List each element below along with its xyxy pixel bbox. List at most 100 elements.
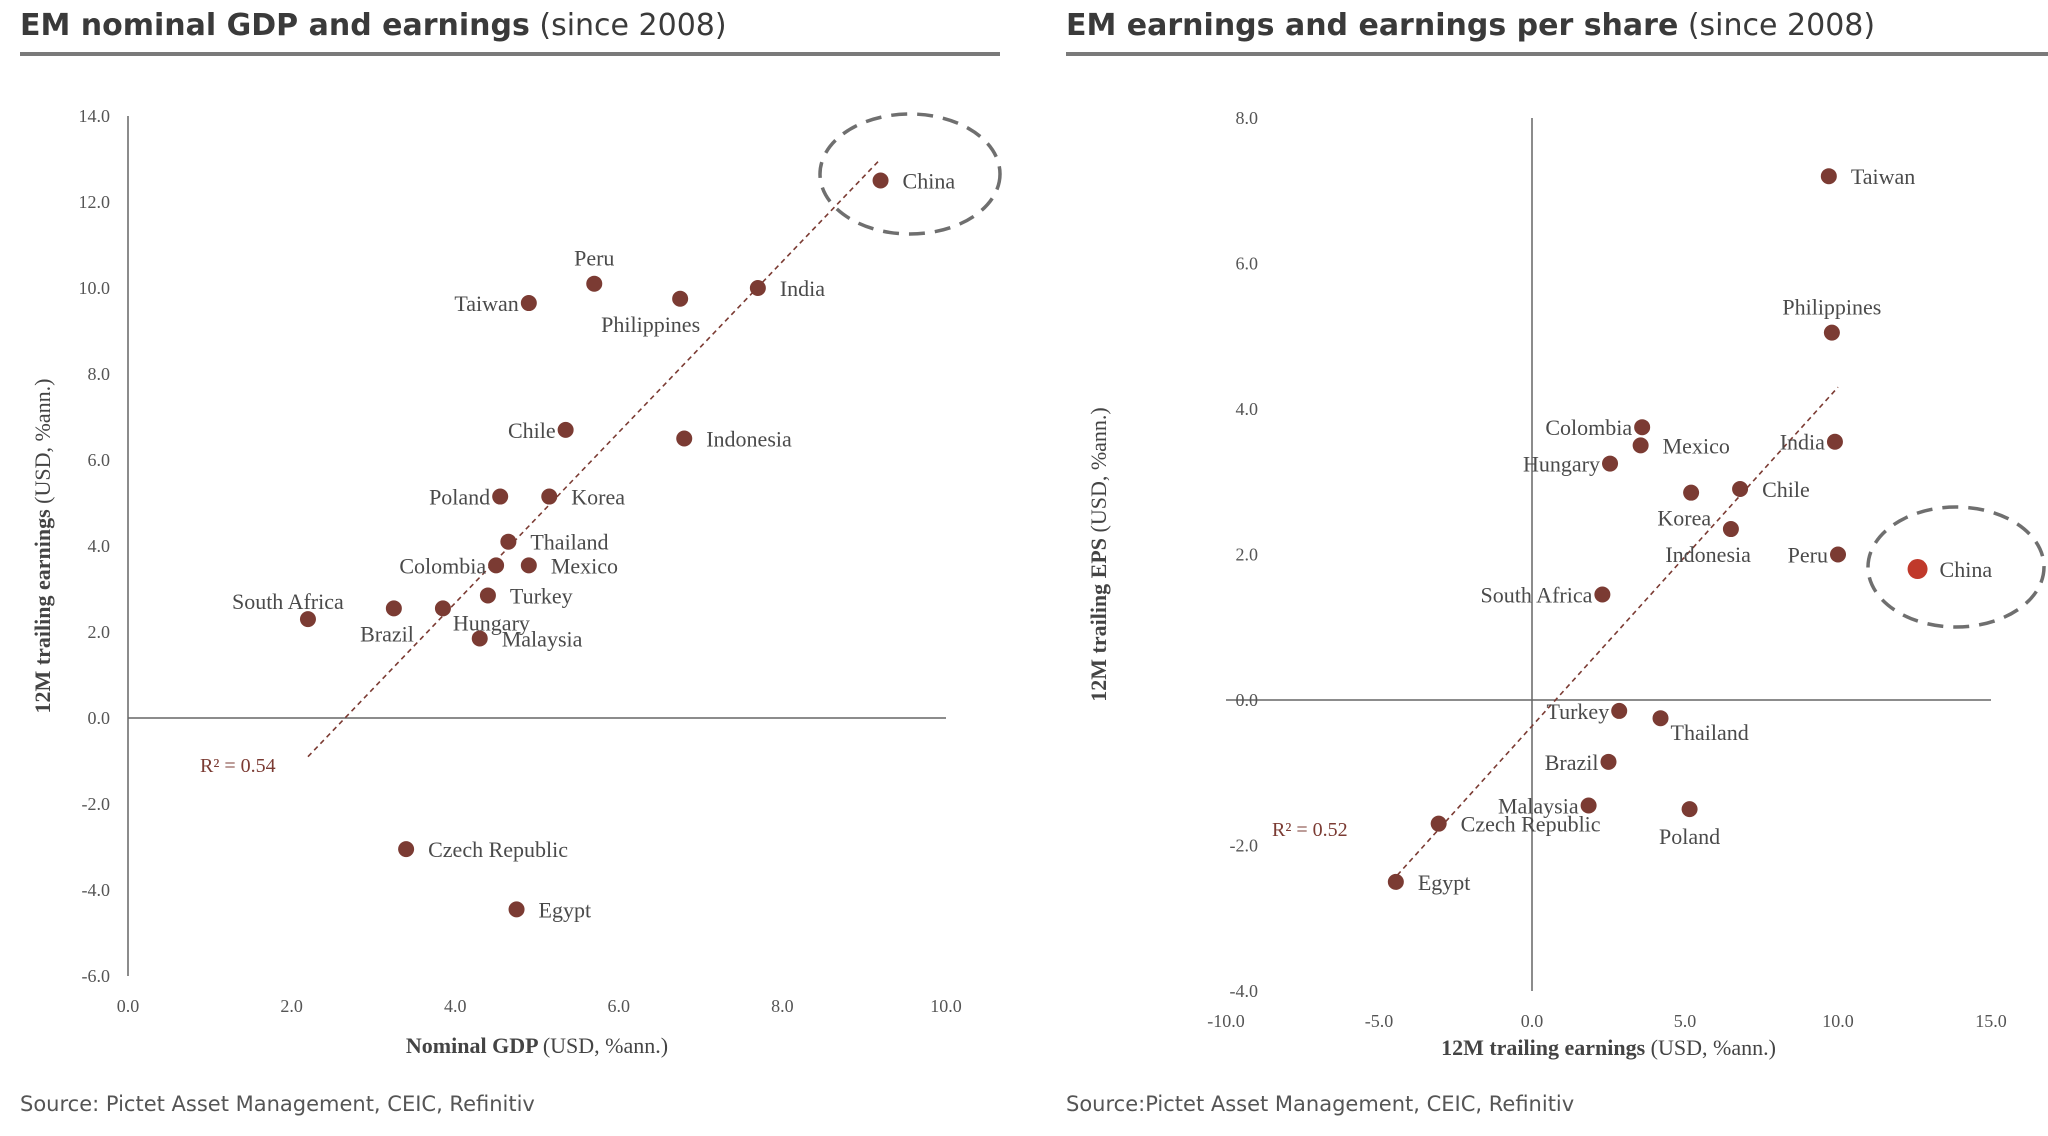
y-tick-label: 2.0 <box>88 622 111 642</box>
left-title-rule <box>20 52 1000 56</box>
label-china: China <box>903 169 956 194</box>
label-mexico: Mexico <box>551 553 618 578</box>
point-czech-republic <box>1430 815 1447 832</box>
point-peru <box>586 275 603 292</box>
label-thailand: Thailand <box>530 530 608 555</box>
label-turkey: Turkey <box>510 583 573 608</box>
highlight-ellipse <box>1866 505 2046 629</box>
x-axis-title: Nominal GDP (USD, %ann.) <box>406 1033 668 1058</box>
point-thailand <box>500 533 517 550</box>
point-peru <box>1830 546 1846 563</box>
y-axis-title: 12M trailing earnings (USD, %ann.) <box>30 379 55 714</box>
label-india: India <box>780 276 825 301</box>
y-tick-label: 4.0 <box>1236 399 1259 419</box>
point-mexico <box>520 557 537 574</box>
label-india: India <box>1780 430 1825 455</box>
right-scatter-chart: -4.0 -2.0 0.0 2.0 4.0 6.0 8.0 -10.0 -5.0 0.0 5.0 10… <box>1086 108 2046 1060</box>
x-tick-label: 10.0 <box>930 996 962 1016</box>
label-korea: Korea <box>1657 506 1711 531</box>
y-tick-label: -6.0 <box>82 966 111 986</box>
trend-line <box>1390 386 1839 883</box>
point-colombia <box>1634 419 1651 436</box>
point-egypt <box>508 901 525 918</box>
point-thailand <box>1652 710 1669 727</box>
label-philippines: Philippines <box>1782 295 1881 320</box>
point-india <box>749 280 766 296</box>
label-poland: Poland <box>429 485 490 510</box>
x-tick-label: 8.0 <box>771 996 794 1016</box>
label-taiwan: Taiwan <box>454 291 518 316</box>
label-czech-republic: Czech Republic <box>428 837 568 862</box>
y-axis-title: 12M trailing EPS (USD, %ann.) <box>1086 407 1111 702</box>
point-poland <box>1681 801 1698 818</box>
label-korea: Korea <box>571 485 625 510</box>
point-hungary <box>434 600 451 617</box>
x-tick-label: -5.0 <box>1365 1011 1394 1031</box>
y-tick-label: 10.0 <box>79 278 111 298</box>
x-tick-label: 0.0 <box>117 996 140 1016</box>
label-poland: Poland <box>1659 824 1720 849</box>
label-colombia: Colombia <box>1545 415 1632 440</box>
point-turkey <box>1611 702 1628 719</box>
point-chile <box>557 421 574 438</box>
y-tick-label: 14.0 <box>79 106 111 126</box>
label-colombia: Colombia <box>399 553 486 578</box>
y-tick-label: 2.0 <box>1236 545 1259 565</box>
x-axis-title: 12M trailing earnings (USD, %ann.) <box>1441 1035 1776 1060</box>
label-south-africa: South Africa <box>232 589 344 614</box>
y-tick-label: 0.0 <box>1236 690 1259 710</box>
left-title-normal: (since 2008) <box>539 8 727 43</box>
y-tick-label: -4.0 <box>82 880 111 900</box>
label-thailand: Thailand <box>1671 720 1749 745</box>
y-tick-label: 8.0 <box>1236 108 1259 128</box>
point-philippines <box>672 290 689 307</box>
label-brazil: Brazil <box>1545 750 1599 775</box>
x-tick-label: -10.0 <box>1207 1011 1245 1031</box>
point-south-africa <box>299 611 316 628</box>
label-malaysia: Malaysia <box>1498 793 1579 818</box>
point-poland <box>492 488 509 505</box>
point-taiwan <box>1820 168 1837 185</box>
label-hungary: Hungary <box>1523 452 1600 477</box>
label-malaysia: Malaysia <box>502 626 583 651</box>
trend-line <box>307 158 882 758</box>
x-tick-label: 6.0 <box>608 996 631 1016</box>
point-taiwan <box>520 295 537 312</box>
point-hungary <box>1602 455 1619 472</box>
point-czech-republic <box>398 841 415 858</box>
point-brazil <box>385 600 402 617</box>
label-mexico: Mexico <box>1663 433 1730 458</box>
label-south-africa: South Africa <box>1481 583 1593 608</box>
right-title-normal: (since 2008) <box>1687 8 1876 43</box>
point-philippines <box>1823 324 1840 341</box>
point-indonesia <box>676 430 693 447</box>
point-india <box>1826 433 1843 450</box>
right-source-note: Source:Pictet Asset Management, CEIC, Re… <box>1066 1092 1575 1116</box>
label-china: China <box>1940 557 1993 582</box>
point-egypt <box>1387 873 1404 890</box>
y-tick-label: 8.0 <box>88 364 111 384</box>
x-tick-label: 15.0 <box>1975 1011 2007 1031</box>
y-tick-label: 6.0 <box>88 450 111 470</box>
point-turkey <box>479 587 496 604</box>
label-philippines: Philippines <box>601 312 700 337</box>
left-scatter-chart: -6.0 -4.0 -2.0 0.0 2.0 4.0 6.0 8.0 10.0 12.0 14.0 0… <box>30 106 1002 1058</box>
point-brazil <box>1600 753 1617 770</box>
point-korea <box>541 488 558 505</box>
label-brazil: Brazil <box>360 621 414 646</box>
point-korea <box>1683 484 1700 501</box>
y-tick-label: 0.0 <box>88 708 111 728</box>
highlight-ellipse <box>818 112 1002 236</box>
point-china <box>1907 559 1928 580</box>
x-tick-label: 4.0 <box>444 996 467 1016</box>
x-tick-label: 10.0 <box>1822 1011 1854 1031</box>
point-china <box>872 172 889 189</box>
x-tick-label: 2.0 <box>280 996 303 1016</box>
label-czech-republic: Czech Republic <box>1461 812 1601 837</box>
left-title-bold: EM nominal GDP and earnings <box>20 8 530 43</box>
point-indonesia <box>1722 521 1739 538</box>
y-tick-label: -2.0 <box>1230 836 1259 856</box>
r-squared-label: R² = 0.52 <box>1272 819 1348 841</box>
y-tick-label: 4.0 <box>88 536 111 556</box>
right-title-bold: EM earnings and earnings per share <box>1066 8 1679 43</box>
